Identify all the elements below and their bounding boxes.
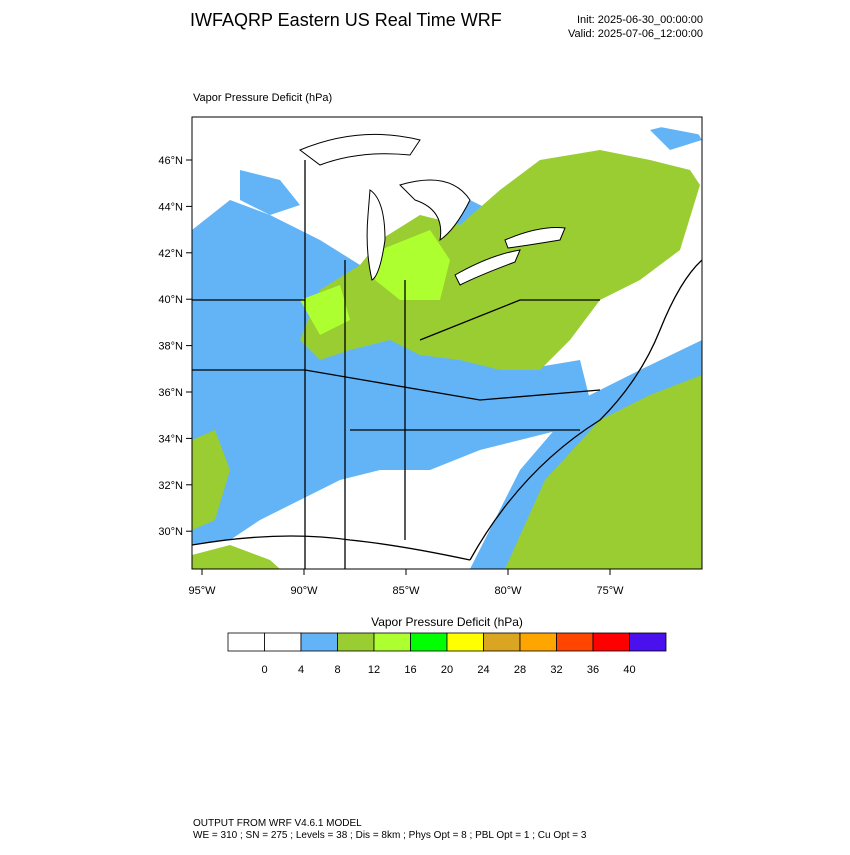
lat-label: 32°N <box>158 480 183 492</box>
colorbar-tick-label: 36 <box>587 664 599 676</box>
colorbar-title: Vapor Pressure Deficit (hPa) <box>371 615 523 629</box>
colorbar-box <box>264 632 302 652</box>
lon-label: 85°W <box>392 585 420 597</box>
colorbar-tick-label: 4 <box>298 664 304 676</box>
lat-label: 36°N <box>158 387 183 399</box>
colorbar-box <box>373 632 411 652</box>
colorbar-tick-label: 28 <box>514 664 526 676</box>
valid-time: Valid: 2025-07-06_12:00:00 <box>568 28 703 40</box>
lon-label: 80°W <box>494 585 522 597</box>
colorbar-tick-label: 20 <box>441 664 453 676</box>
map-label: Vapor Pressure Deficit (hPa) <box>193 92 332 104</box>
colorbar-box <box>300 632 338 652</box>
lat-label: 38°N <box>158 341 183 353</box>
colorbar-tick-label: 8 <box>334 664 340 676</box>
lat-label: 46°N <box>158 155 183 167</box>
colorbar-box <box>446 632 484 652</box>
lat-label: 40°N <box>158 294 183 306</box>
footer-line: WE = 310 ; SN = 275 ; Levels = 38 ; Dis … <box>193 830 587 841</box>
colorbar-box <box>556 632 594 652</box>
colorbar-box <box>592 632 630 652</box>
colorbar-box <box>519 632 557 652</box>
init-time: Init: 2025-06-30_00:00:00 <box>577 14 703 26</box>
colorbar-tick-label: 16 <box>404 664 416 676</box>
colorbar-tick-label: 0 <box>261 664 267 676</box>
colorbar-box <box>227 632 265 652</box>
footer-line: OUTPUT FROM WRF V4.6.1 MODEL <box>193 818 362 829</box>
lat-label: 30°N <box>158 526 183 538</box>
lon-label: 95°W <box>188 585 216 597</box>
lat-label: 34°N <box>158 433 183 445</box>
colorbar-box <box>483 632 521 652</box>
colorbar-box <box>629 632 667 652</box>
lat-label: 42°N <box>158 248 183 260</box>
colorbar-tick-label: 40 <box>623 664 635 676</box>
colorbar-tick-label: 12 <box>368 664 380 676</box>
lon-label: 90°W <box>290 585 318 597</box>
map <box>191 116 703 570</box>
colorbar-tick-label: 24 <box>477 664 489 676</box>
lat-label: 44°N <box>158 201 183 213</box>
colorbar-tick-label: 32 <box>550 664 562 676</box>
colorbar-box <box>410 632 448 652</box>
lon-label: 75°W <box>596 585 624 597</box>
colorbar-box <box>337 632 375 652</box>
title: IWFAQRP Eastern US Real Time WRF <box>190 10 502 30</box>
